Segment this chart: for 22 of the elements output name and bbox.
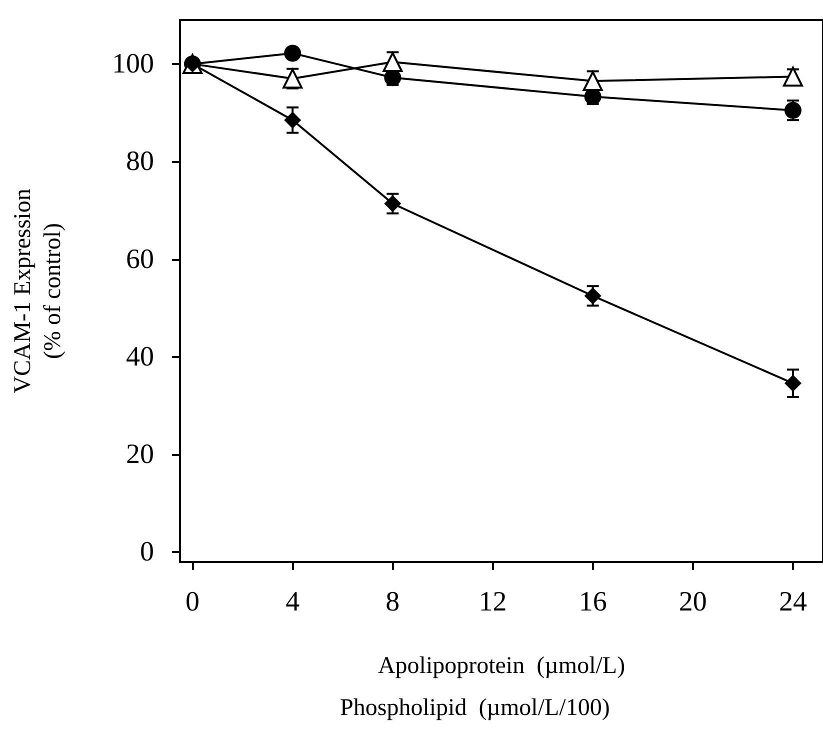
x-tick-label: 8 bbox=[386, 586, 400, 618]
x-tick-label: 12 bbox=[478, 586, 507, 618]
text: Phospholipid (µmol/L/100) bbox=[340, 695, 610, 721]
x-axis-title: Apolipoprotein (µmol/L) bbox=[378, 653, 626, 679]
x-tick-label: 0 bbox=[186, 586, 200, 618]
y-tick-label: 40 bbox=[126, 341, 154, 372]
point bbox=[384, 195, 402, 212]
x-tick-label: 24 bbox=[778, 586, 807, 618]
point bbox=[284, 112, 302, 129]
y-tick-label: 100 bbox=[112, 48, 154, 80]
x-tick-label: 4 bbox=[286, 586, 300, 618]
y-tick-label: 60 bbox=[126, 244, 154, 275]
x-tick-label: 16 bbox=[578, 586, 607, 618]
point bbox=[784, 374, 802, 392]
x-tick-label: 20 bbox=[678, 586, 707, 618]
point bbox=[284, 44, 302, 62]
point bbox=[782, 66, 803, 87]
y-tick-label: 80 bbox=[126, 146, 154, 178]
y-axis-title: VCAM-1 Expression (% of control) bbox=[10, 188, 66, 394]
y-tick-label: 20 bbox=[126, 439, 154, 470]
point bbox=[584, 287, 602, 304]
y-tick-label: 0 bbox=[140, 536, 154, 568]
